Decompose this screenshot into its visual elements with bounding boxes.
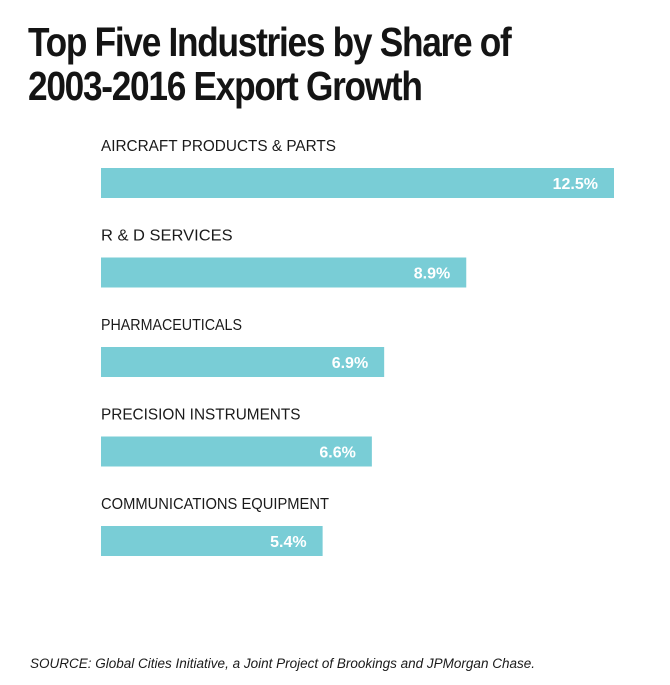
category-label: PHARMACEUTICALS — [101, 317, 242, 334]
chart-title-line-2: 2003-2016 Export Growth — [28, 63, 423, 109]
category-label: AIRCRAFT PRODUCTS & PARTS — [101, 138, 336, 155]
bar — [101, 347, 385, 377]
value-label: 6.9% — [332, 355, 368, 372]
category-label: PRECISION INSTRUMENTS — [101, 407, 301, 424]
value-label: 8.9% — [414, 266, 450, 283]
value-label: 5.4% — [270, 534, 306, 551]
value-label: 6.6% — [319, 445, 355, 462]
bar — [101, 436, 372, 467]
source-note: SOURCE: Global Cities Initiative, a Join… — [30, 656, 535, 671]
chart-title-line-1: Top Five Industries by Share of — [28, 19, 512, 65]
bar — [101, 168, 614, 198]
chart-title: Top Five Industries by Share of 2003-201… — [28, 20, 561, 108]
bar — [101, 526, 323, 556]
category-label: R & D SERVICES — [101, 228, 233, 245]
category-label: COMMUNICATIONS EQUIPMENT — [101, 496, 329, 513]
bar-chart: AIRCRAFT PRODUCTS & PARTS 12.5% R & D SERV… — [101, 138, 614, 556]
value-label: 12.5% — [553, 176, 598, 193]
bar — [101, 257, 467, 288]
